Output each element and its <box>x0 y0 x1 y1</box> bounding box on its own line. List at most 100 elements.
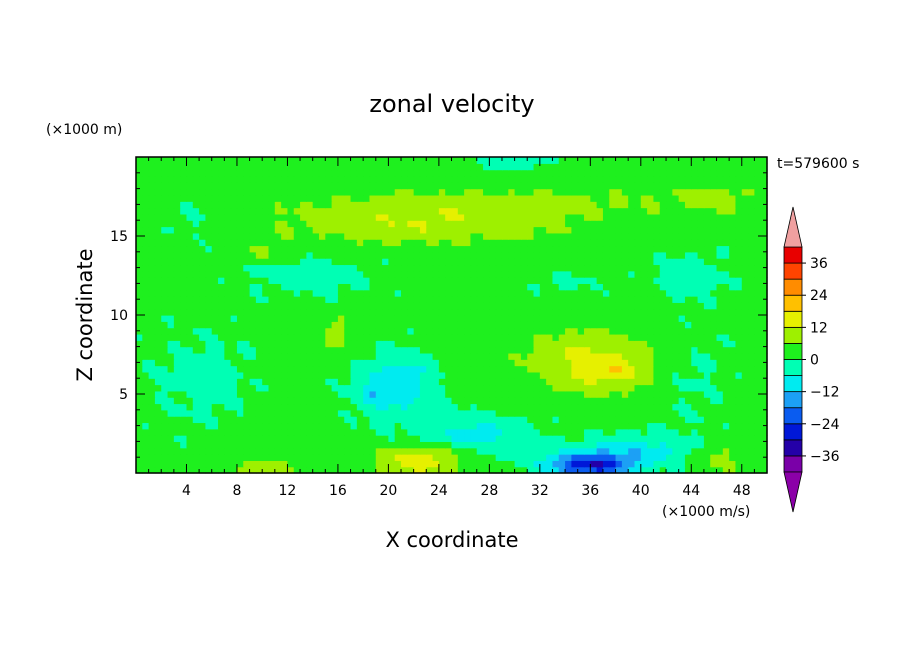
contour-cell <box>337 220 345 228</box>
contour-cell <box>697 428 705 436</box>
contour-cell <box>438 251 446 259</box>
contour-cell <box>533 352 541 360</box>
contour-cell <box>243 201 251 209</box>
contour-cell <box>281 371 289 379</box>
contour-cell <box>634 226 642 234</box>
contour-cell <box>628 416 636 424</box>
contour-cell <box>628 397 636 405</box>
contour-cell <box>577 239 585 247</box>
contour-cell <box>287 308 295 316</box>
contour-cell <box>382 454 389 461</box>
contour-cell <box>426 327 434 335</box>
contour-cell <box>306 409 314 417</box>
contour-cell <box>236 454 244 461</box>
contour-cell <box>438 182 446 190</box>
contour-cell <box>274 308 282 316</box>
contour-cell <box>697 340 705 348</box>
contour-cell <box>653 422 661 430</box>
contour-cell <box>697 207 705 215</box>
contour-cell <box>318 384 326 392</box>
contour-cell <box>527 333 535 341</box>
contour-cell <box>401 409 408 417</box>
contour-cell <box>602 207 610 215</box>
contour-cell <box>741 270 749 278</box>
contour-cell <box>350 207 358 215</box>
contour-cell <box>281 289 289 297</box>
contour-cell <box>192 327 200 335</box>
contour-cell <box>199 157 207 164</box>
contour-cell <box>552 213 560 221</box>
contour-cell <box>363 182 371 190</box>
contour-cell <box>173 321 181 329</box>
contour-cell <box>602 333 610 341</box>
contour-cell <box>243 435 251 442</box>
contour-cell <box>426 194 434 202</box>
contour-cell <box>621 296 629 303</box>
contour-cell <box>577 371 585 379</box>
contour-cell <box>596 220 604 228</box>
contour-cell <box>331 175 339 183</box>
contour-cell <box>602 239 610 247</box>
contour-cell <box>205 226 213 234</box>
contour-cell <box>760 321 768 329</box>
contour-cell <box>388 245 396 253</box>
contour-cell <box>451 182 459 190</box>
contour-cell <box>596 466 604 474</box>
contour-cell <box>596 157 604 164</box>
contour-cell <box>413 378 421 386</box>
contour-cell <box>659 441 667 449</box>
contour-cell <box>211 169 219 177</box>
contour-cell <box>413 239 421 247</box>
contour-cell <box>180 182 188 190</box>
contour-cell <box>741 435 749 442</box>
contour-cell <box>672 409 680 417</box>
contour-cell <box>647 466 655 474</box>
contour-cell <box>596 302 604 310</box>
contour-cell <box>464 175 472 183</box>
contour-cell <box>735 365 743 373</box>
contour-cell <box>136 283 143 291</box>
contour-cell <box>659 302 667 310</box>
contour-cell <box>609 416 617 424</box>
contour-cell <box>281 182 289 190</box>
contour-cell <box>722 447 730 455</box>
contour-cell <box>167 435 175 442</box>
contour-cell <box>419 416 427 424</box>
contour-cell <box>356 447 364 455</box>
contour-cell <box>287 359 295 367</box>
contour-cell <box>218 384 225 392</box>
contour-cell <box>495 283 503 291</box>
contour-cell <box>356 213 364 221</box>
contour-cell <box>180 169 188 177</box>
contour-cell <box>760 403 768 411</box>
contour-cell <box>356 441 364 449</box>
contour-cell <box>287 220 295 228</box>
contour-cell <box>615 157 623 164</box>
contour-cell <box>735 245 743 253</box>
contour-cell <box>653 315 661 322</box>
contour-cell <box>369 296 377 303</box>
contour-cell <box>401 346 408 354</box>
contour-cell <box>722 365 730 373</box>
contour-cell <box>552 333 560 341</box>
contour-cell <box>255 194 263 202</box>
contour-cell <box>684 226 692 234</box>
contour-cell <box>230 283 238 291</box>
contour-cell <box>590 409 598 417</box>
contour-cell <box>489 232 497 240</box>
contour-cell <box>445 346 453 354</box>
contour-cell <box>337 169 345 177</box>
contour-cell <box>243 175 251 183</box>
contour-cell <box>602 340 610 348</box>
contour-cell <box>154 321 162 329</box>
contour-cell <box>249 188 257 196</box>
contour-cell <box>760 371 768 379</box>
contour-cell <box>514 296 522 303</box>
contour-cell <box>218 397 225 405</box>
contour-cell <box>318 346 326 354</box>
contour-cell <box>148 390 156 398</box>
contour-cell <box>697 315 705 322</box>
contour-cell <box>754 277 762 284</box>
contour-cell <box>375 194 383 202</box>
contour-cell <box>445 422 453 430</box>
